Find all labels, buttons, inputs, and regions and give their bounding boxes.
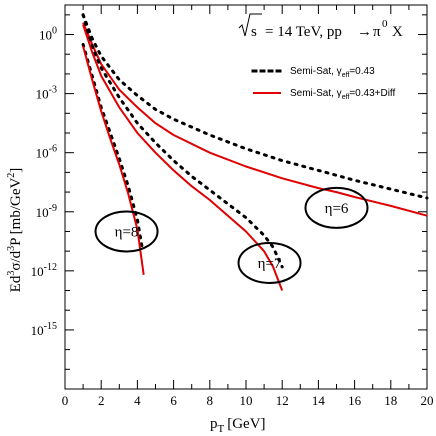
title-main: = 14 TeV, pp [265, 24, 342, 40]
series-group [81, 13, 429, 291]
solid-curve-eta-8 [82, 46, 145, 275]
x-tick-label: 14 [312, 393, 326, 408]
y-tick-label: 10-15 [31, 321, 57, 338]
legend-label-semi-sat: Semi-Sat, γeff=0.43 [290, 66, 375, 79]
annotation-label: η=6 [325, 201, 349, 217]
y-tick-label: 10-6 [36, 144, 57, 161]
annotation-ellipse [237, 241, 302, 284]
y-tick-label: 10-3 [36, 85, 57, 102]
title-arrow: → [357, 24, 372, 40]
solid-curve-eta-7 [82, 24, 284, 291]
dotted-curve-eta-7 [81, 13, 284, 269]
x-tick-label: 4 [134, 393, 141, 408]
annotation-ellipse [94, 210, 159, 253]
title-pi: π [373, 24, 381, 40]
solid-curve-eta-6 [82, 22, 428, 217]
x-tick-label: 0 [62, 393, 69, 408]
annotation-label: η=7 [258, 256, 282, 272]
y-axis: 100 10-3 10-6 10-9 10-12 10-15 [31, 14, 427, 390]
sqrt-sign [238, 13, 262, 37]
plot-frame [64, 4, 428, 390]
x-tick-label: 2 [98, 393, 105, 408]
y-tick-label: 10-9 [36, 203, 57, 220]
legend-label-semi-sat-diff: Semi-Sat, γeff=0.43+Diff [290, 88, 396, 101]
title-x: X [392, 24, 403, 40]
legend: Semi-Sat, γeff=0.43 Semi-Sat, γeff=0.43+… [251, 66, 396, 101]
x-tick-label: 20 [421, 393, 434, 408]
chart-title: s = 14 TeV, pp → π 0 X [238, 13, 403, 40]
x-tick-label: 10 [240, 393, 253, 408]
x-axis: 0 2 4 6 8 10 12 14 16 18 20 [62, 5, 434, 408]
title-sqrt-arg: s [251, 24, 257, 40]
y-axis-title: Ed3σ/d3P [mb/GeV2] [6, 168, 24, 293]
x-tick-label: 18 [384, 393, 397, 408]
annotation-ellipse [304, 186, 369, 229]
x-tick-label: 8 [207, 393, 214, 408]
annotations: η=6 η=7 η=8 [94, 186, 369, 284]
x-tick-label: 16 [348, 393, 362, 408]
y-tick-label: 100 [39, 26, 57, 43]
dotted-curve-eta-8 [81, 42, 145, 253]
annotation-label: η=8 [115, 224, 139, 240]
x-tick-label: 6 [170, 393, 177, 408]
x-axis-title: pT [GeV] [210, 416, 266, 435]
x-tick-label: 12 [276, 393, 289, 408]
y-tick-label: 10-12 [31, 262, 57, 279]
dotted-curve-eta-6 [81, 13, 429, 200]
title-pi-superscript: 0 [382, 18, 388, 30]
